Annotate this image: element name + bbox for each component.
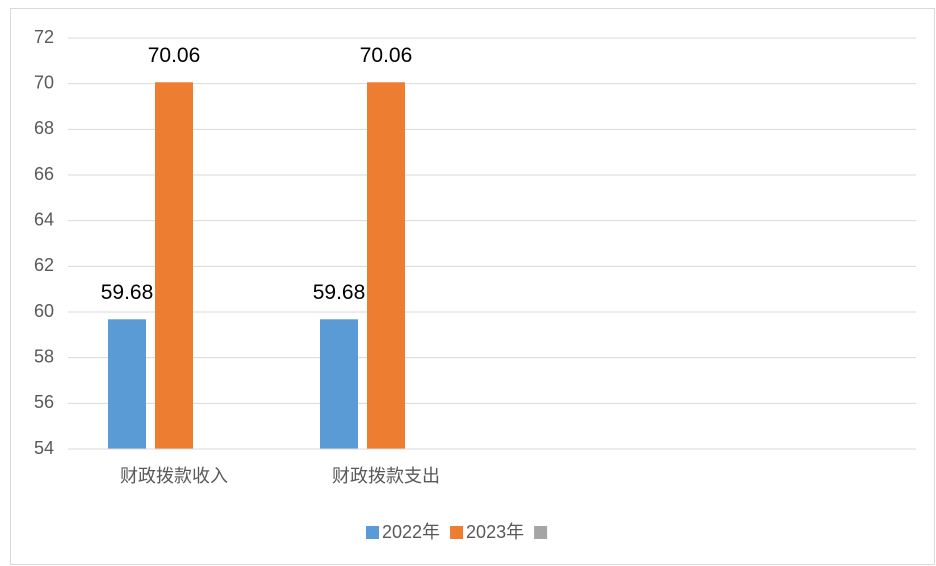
y-tick-label: 54 bbox=[34, 438, 54, 458]
legend-swatch bbox=[450, 526, 464, 539]
y-tick-label: 58 bbox=[34, 346, 54, 366]
y-tick-label: 62 bbox=[34, 255, 54, 275]
bar bbox=[367, 82, 405, 450]
bar bbox=[108, 319, 146, 449]
legend-label: 2023年 bbox=[466, 522, 524, 542]
data-label: 70.06 bbox=[360, 44, 413, 67]
y-tick-label: 68 bbox=[34, 118, 54, 138]
bar bbox=[155, 82, 193, 450]
x-tick-label: 财政拨款支出 bbox=[332, 466, 440, 486]
data-label: 70.06 bbox=[148, 44, 201, 67]
data-label: 59.68 bbox=[101, 281, 154, 304]
y-tick-label: 72 bbox=[34, 27, 54, 47]
x-tick-label: 财政拨款收入 bbox=[120, 466, 228, 486]
legend-swatch bbox=[366, 526, 379, 539]
y-tick-label: 64 bbox=[34, 209, 54, 229]
y-tick-label: 66 bbox=[34, 164, 54, 184]
y-tick-label: 60 bbox=[34, 301, 54, 321]
legend-swatch bbox=[534, 526, 548, 539]
bar bbox=[320, 319, 358, 449]
y-tick-label: 70 bbox=[34, 72, 54, 92]
legend-label: 2022年 bbox=[382, 522, 440, 542]
data-label: 59.68 bbox=[313, 281, 366, 304]
y-tick-label: 56 bbox=[34, 392, 54, 412]
